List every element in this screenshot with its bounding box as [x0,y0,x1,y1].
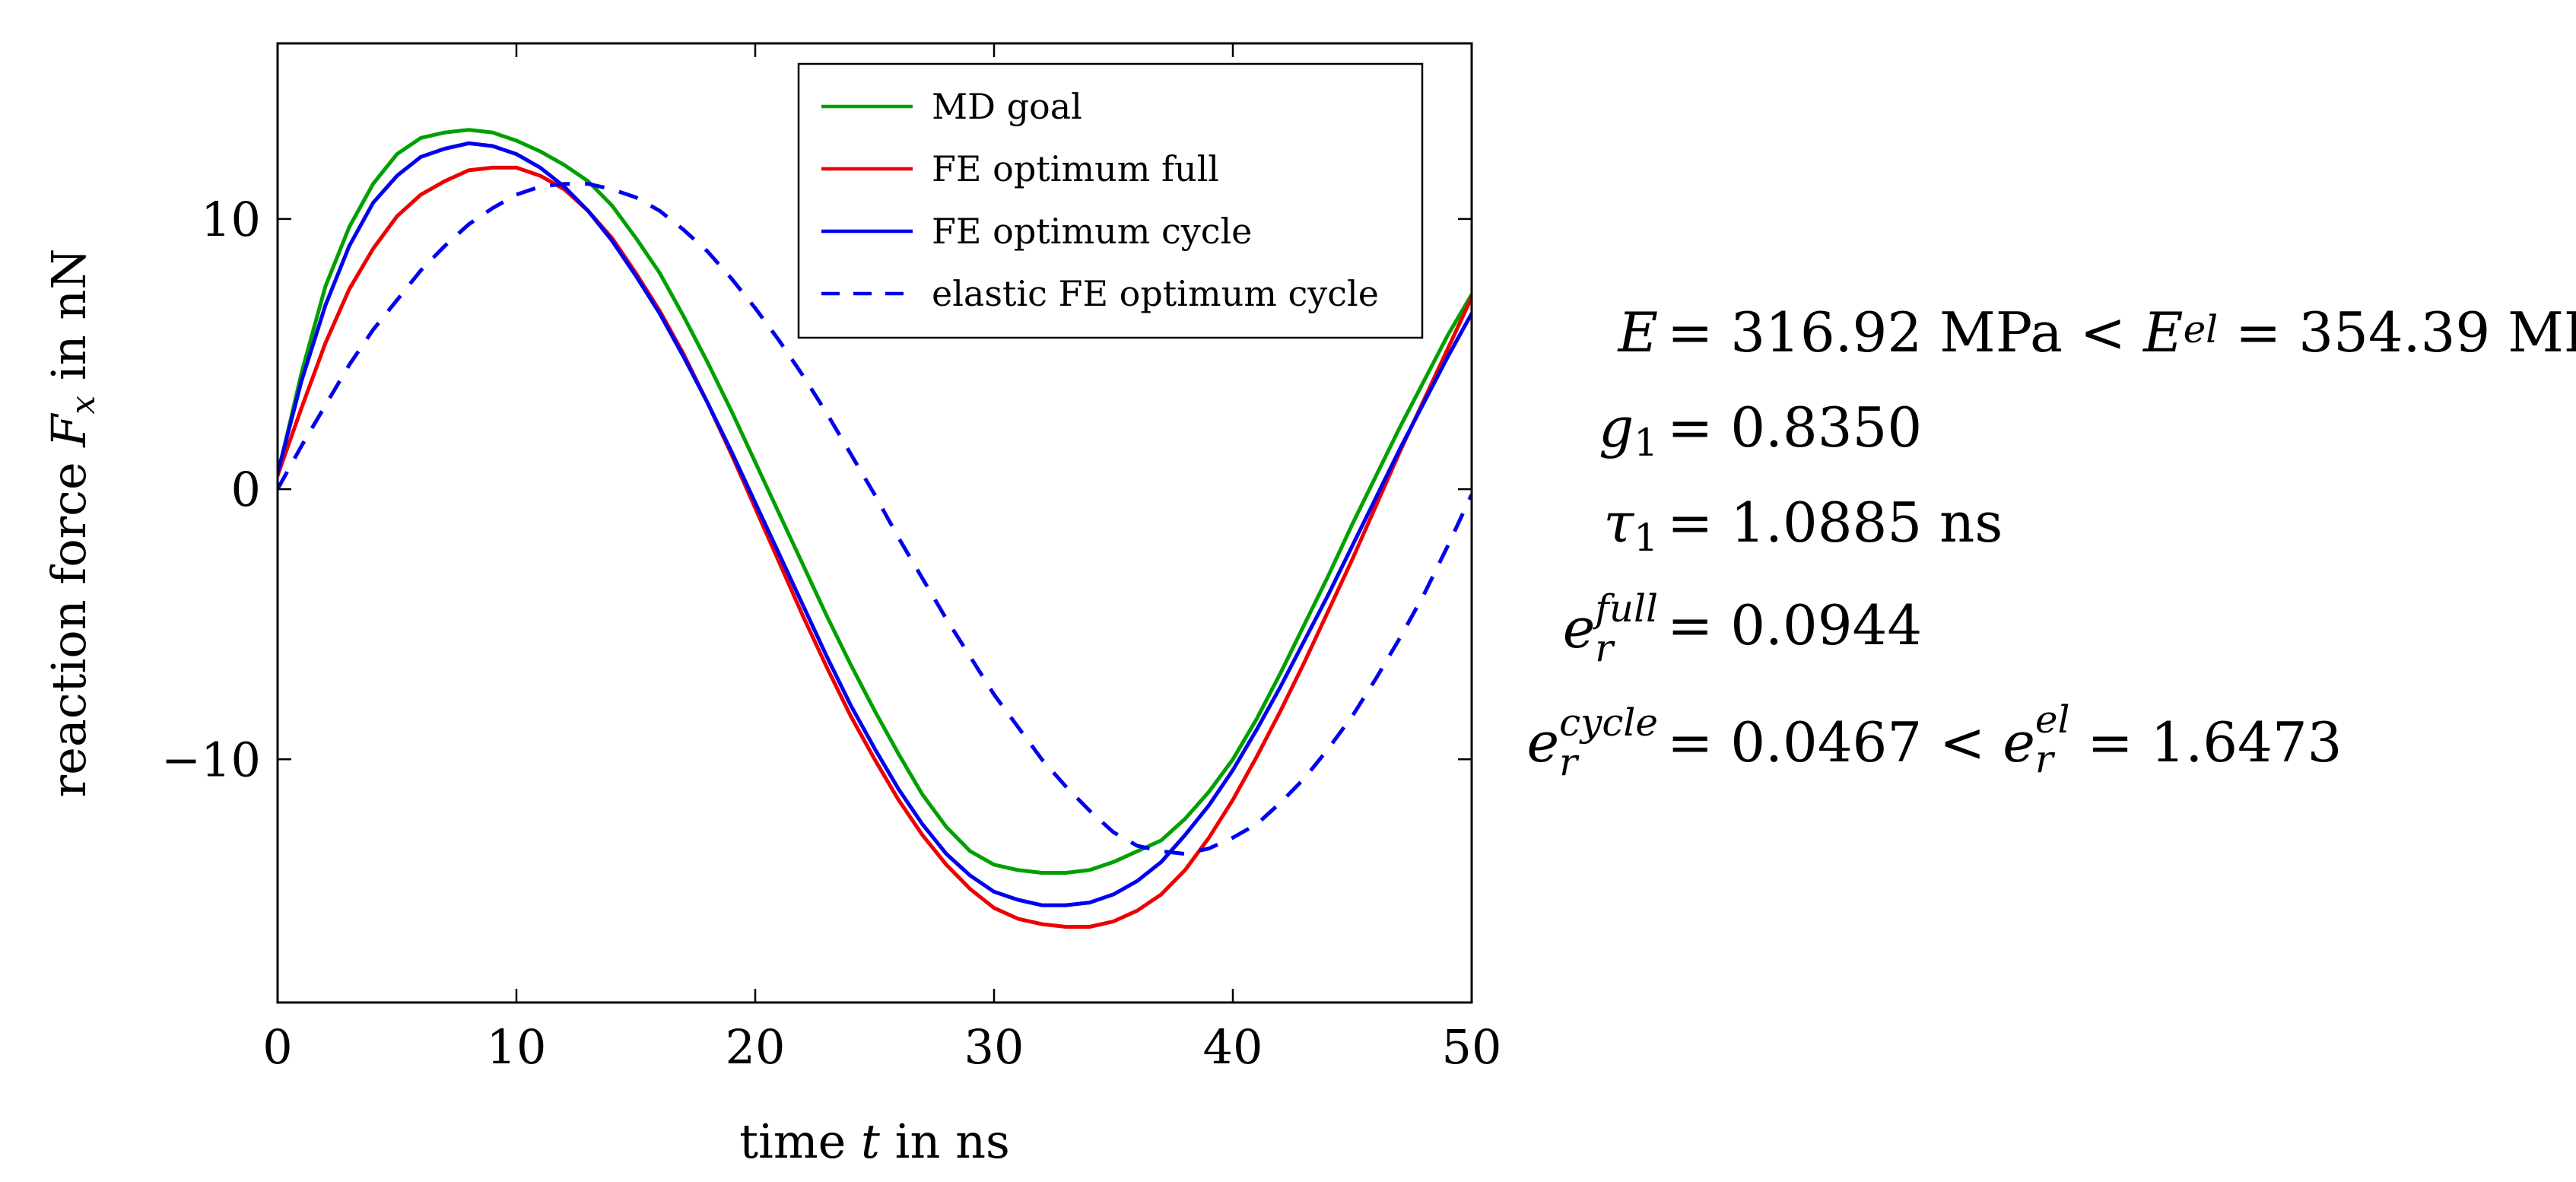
equation-rhs: = 0.0467 < e el r = 1.6473 [1667,697,2343,781]
equation-rhs: = 0.0944 [1667,593,1923,657]
y-tick-label: −10 [161,732,261,787]
legend-entry-label: FE optimum full [932,148,1219,189]
x-tick-label: 10 [487,1019,547,1075]
x-axis-label: time t in ns [739,1114,1010,1169]
legend-entry-label: FE optimum cycle [932,211,1252,252]
legend-entry-label: MD goal [932,86,1082,127]
equation-lhs: e cycle r [1526,701,1658,784]
axes: 0 10 20 30 40 50 10 0 −10 time t in ns reaction fo… [41,42,1502,1169]
y-tick-label: 0 [231,462,261,517]
equation-rhs: = 1.0885 ns [1667,491,2003,554]
series-line-fe-optimum-cycle [278,141,1472,907]
equation-lhs: e full r [1562,586,1658,670]
y-axis-label: reaction force Fx in nN [41,249,103,798]
series-group [278,128,1472,929]
equation-rhs: = 316.92 MPa < Eel = 354.39 MPa [1667,300,2576,364]
x-tick-label: 40 [1203,1019,1263,1075]
series-line-md-goal [278,128,1472,875]
x-tick-label: 50 [1442,1019,1502,1075]
plot-frame [276,42,1473,1004]
x-tick-label: 30 [964,1019,1024,1075]
series-line-elastic-fe-optimum-cycle [278,182,1472,856]
series-line-fe-optimum-full [278,165,1472,929]
legend-entry-label: elastic FE optimum cycle [932,273,1379,314]
plot-area [278,128,1472,929]
y-tick-label: 10 [201,192,261,247]
legend: MD goal FE optimum full FE optimum cycle el… [797,62,1424,339]
equation-rhs: = 0.8350 [1667,396,1923,459]
equation-lhs: E [1618,300,1658,364]
x-tick-label: 0 [262,1019,292,1075]
x-tick-label: 20 [726,1019,786,1075]
